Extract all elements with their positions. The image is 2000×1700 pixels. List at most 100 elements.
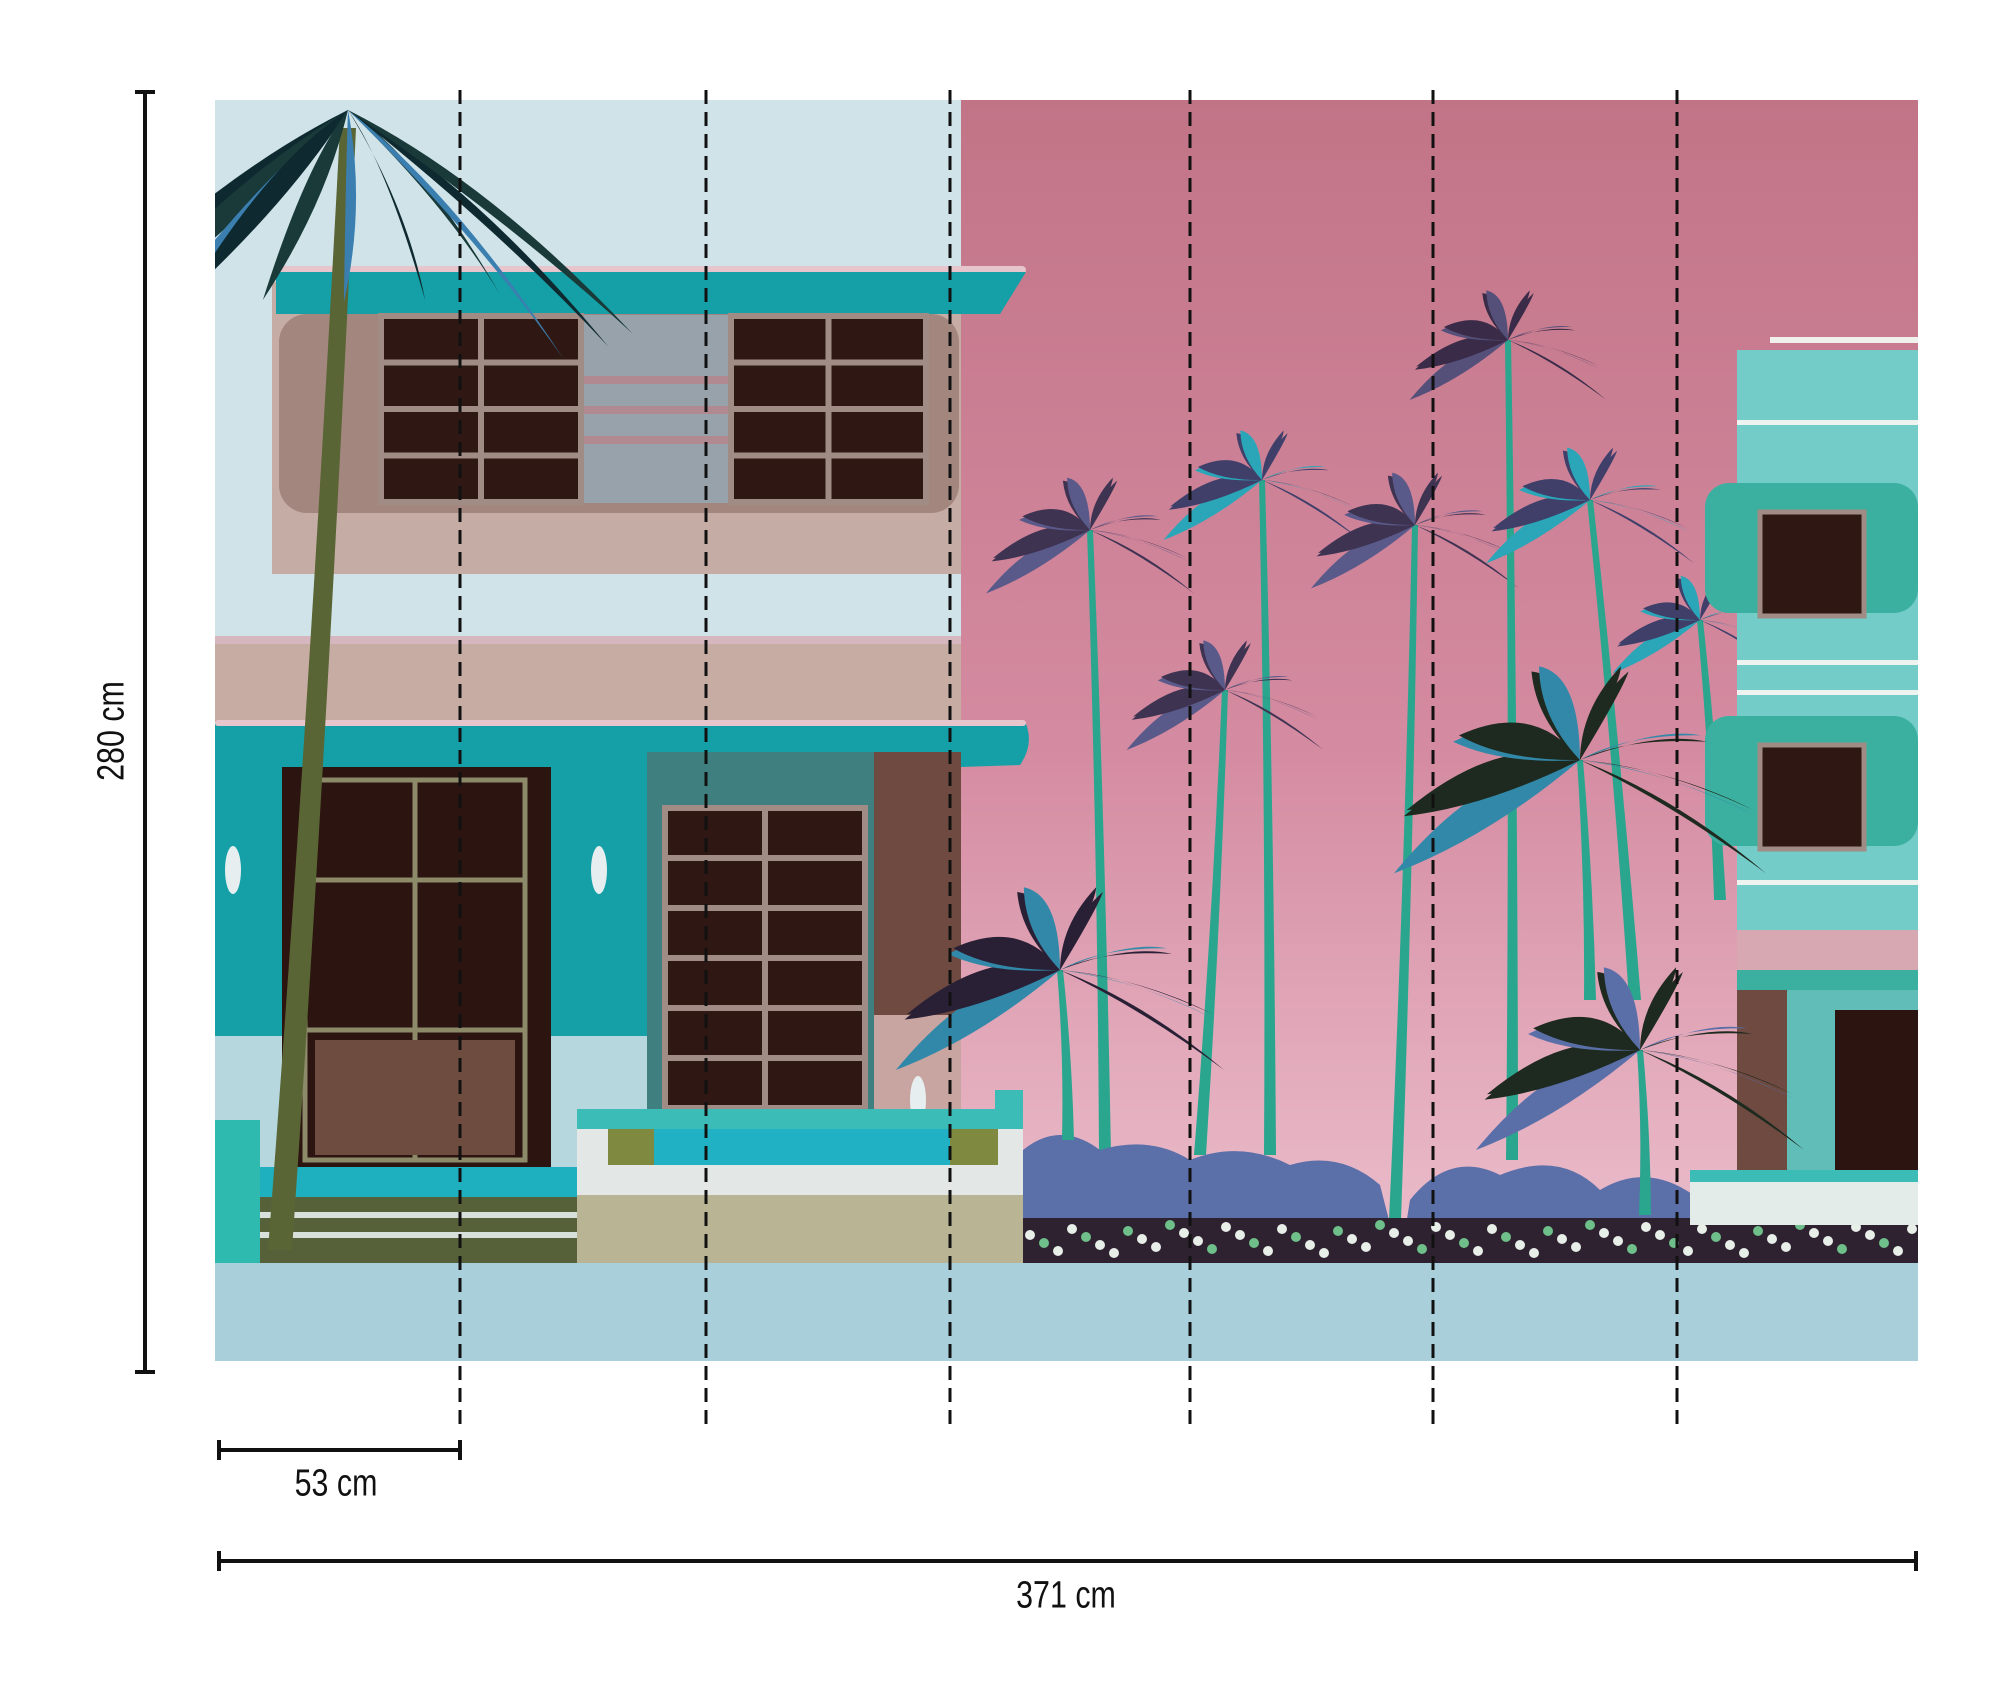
flower xyxy=(1459,1238,1469,1248)
flower xyxy=(1151,1242,1161,1252)
flower xyxy=(1249,1238,1259,1248)
palm-frond xyxy=(895,970,1060,1071)
flower xyxy=(1837,1244,1847,1254)
flower xyxy=(1529,1248,1539,1258)
palm-frond xyxy=(1203,640,1225,690)
flower xyxy=(1081,1232,1091,1242)
palm-frond xyxy=(1392,472,1415,525)
palm-frond xyxy=(1643,602,1700,621)
flower xyxy=(1697,1224,1707,1234)
palm-frond xyxy=(1163,480,1262,541)
palm-trees-foreground xyxy=(215,110,1805,1250)
palm-frond xyxy=(953,936,1060,971)
flower xyxy=(1683,1246,1693,1256)
palm-frond xyxy=(215,110,348,270)
palm-frond xyxy=(1393,760,1580,874)
flower xyxy=(1767,1234,1777,1244)
palm-frond xyxy=(986,530,1090,594)
palm-frond xyxy=(1126,690,1225,751)
palm-frond xyxy=(1262,433,1288,480)
palm-frond xyxy=(1580,671,1629,760)
flower xyxy=(1137,1234,1147,1244)
flower xyxy=(1725,1240,1735,1250)
palm-trunk xyxy=(268,128,356,1250)
palm-frond xyxy=(1590,488,1661,500)
flower xyxy=(1473,1246,1483,1256)
flower xyxy=(1025,1230,1035,1240)
palm-frond xyxy=(1262,468,1330,480)
flower xyxy=(1417,1244,1427,1254)
flower xyxy=(1221,1222,1231,1232)
palm-frond xyxy=(1415,513,1486,525)
flower xyxy=(1487,1224,1497,1234)
palm-frond xyxy=(1640,1031,1752,1050)
flower xyxy=(1347,1234,1357,1244)
flower xyxy=(1165,1220,1175,1230)
flower xyxy=(1599,1228,1609,1238)
flower xyxy=(1823,1236,1833,1246)
palm-frond xyxy=(1347,504,1415,526)
flower xyxy=(1305,1240,1315,1250)
flower xyxy=(1235,1230,1245,1240)
palm-frond xyxy=(1225,643,1251,690)
palm-frond xyxy=(1458,722,1580,761)
palm-frond xyxy=(1603,967,1640,1050)
palm-frond xyxy=(1406,752,1580,811)
palm-frond xyxy=(1443,320,1508,341)
palm-frond xyxy=(1493,495,1590,528)
palm-frond xyxy=(993,525,1090,558)
palm-frond xyxy=(1486,290,1508,340)
palm-frond xyxy=(906,963,1060,1015)
palm-frond xyxy=(1522,479,1590,501)
flower xyxy=(1739,1248,1749,1258)
flower xyxy=(1585,1220,1595,1230)
palm-frond xyxy=(1240,430,1262,480)
palm-trunk xyxy=(1587,500,1641,1000)
flower xyxy=(1753,1226,1763,1236)
right-building xyxy=(1690,337,1918,1225)
flower xyxy=(1907,1224,1917,1234)
palm-frond xyxy=(1090,518,1161,530)
palm-trunk xyxy=(1637,1050,1651,1215)
total-width-label: 371 cm xyxy=(1016,1574,1116,1617)
height-label: 280 cm xyxy=(90,681,133,781)
palm-frond xyxy=(262,110,348,300)
flower xyxy=(1501,1232,1511,1242)
palm-frond xyxy=(1060,891,1103,970)
palm-frond xyxy=(1486,500,1590,564)
flower xyxy=(1711,1232,1721,1242)
street xyxy=(215,1263,1918,1361)
palm-frond xyxy=(1415,475,1443,525)
palm-frond xyxy=(1090,480,1118,530)
palm-trunk xyxy=(1577,760,1596,1000)
flower xyxy=(1207,1244,1217,1254)
palm-trunk xyxy=(1057,970,1074,1140)
palm-frond xyxy=(1580,738,1707,760)
palm-frond xyxy=(1590,450,1618,500)
dimension-markers xyxy=(135,90,1918,1571)
palm-frond xyxy=(1225,678,1293,690)
panel-seam-lines xyxy=(458,90,1679,1426)
palm-frond xyxy=(1486,1043,1640,1095)
palm-frond xyxy=(1567,447,1590,500)
palm-frond xyxy=(1170,476,1262,507)
flower xyxy=(1039,1238,1049,1248)
flower xyxy=(1893,1246,1903,1256)
palm-frond xyxy=(1067,477,1090,530)
palm-trunk xyxy=(1389,525,1418,1220)
flower xyxy=(1389,1228,1399,1238)
palm-frond xyxy=(1318,520,1415,553)
palm-frond xyxy=(1533,1016,1640,1051)
flower xyxy=(1865,1230,1875,1240)
flower xyxy=(1291,1232,1301,1242)
flower xyxy=(1445,1230,1455,1240)
flower xyxy=(1557,1234,1567,1244)
palm-frond xyxy=(1640,971,1683,1050)
palm-frond xyxy=(1508,293,1534,340)
flower xyxy=(1781,1242,1791,1252)
palm-frond xyxy=(1539,666,1580,760)
left-building xyxy=(215,266,1029,1263)
palm-frond xyxy=(1508,328,1576,340)
palm-frond xyxy=(1612,620,1700,674)
